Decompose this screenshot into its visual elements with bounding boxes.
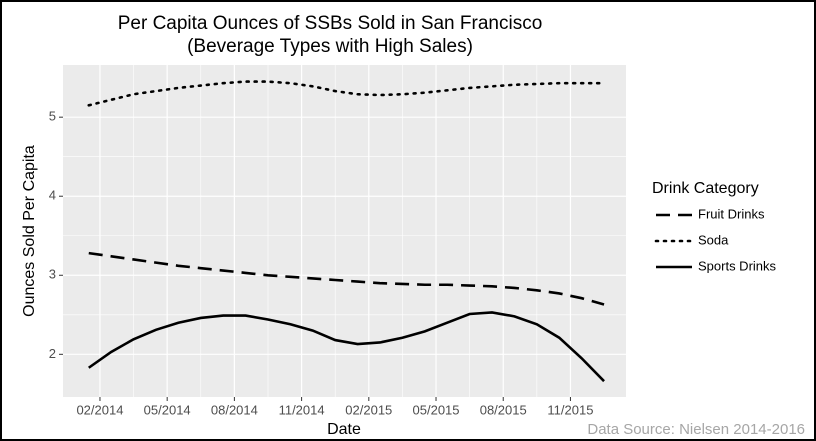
y-tick-label: 2 bbox=[49, 346, 56, 361]
y-axis-title: Ounces Sold Per Capita bbox=[21, 145, 38, 317]
chart-title: Per Capita Ounces of SSBs Sold in San Fr… bbox=[118, 13, 543, 34]
x-tick-label: 05/2014 bbox=[144, 402, 191, 417]
legend-label: Soda bbox=[698, 232, 729, 247]
x-tick-label: 11/2015 bbox=[547, 402, 593, 417]
y-tick-label: 4 bbox=[49, 188, 56, 203]
x-tick-label: 02/2015 bbox=[345, 402, 392, 417]
y-tick-label: 3 bbox=[49, 267, 56, 282]
legend-label: Sports Drinks bbox=[698, 258, 777, 273]
panel bbox=[63, 65, 626, 397]
x-tick-label: 02/2014 bbox=[76, 402, 123, 417]
x-tick-label: 08/2014 bbox=[211, 402, 258, 417]
x-tick-label: 11/2014 bbox=[279, 402, 325, 417]
x-tick-label: 05/2015 bbox=[413, 402, 460, 417]
legend-title: Drink Category bbox=[652, 180, 759, 197]
line-series bbox=[87, 80, 606, 107]
x-tick-label: 08/2015 bbox=[480, 402, 527, 417]
chart-subtitle: (Beverage Types with High Sales) bbox=[187, 36, 473, 57]
line-series bbox=[88, 311, 605, 383]
legend-label: Fruit Drinks bbox=[698, 206, 765, 221]
line-series bbox=[88, 251, 605, 306]
y-tick-label: 5 bbox=[49, 109, 56, 124]
caption: Data Source: Nielsen 2014-2016 bbox=[587, 421, 805, 438]
x-axis-title: Date bbox=[327, 421, 361, 438]
